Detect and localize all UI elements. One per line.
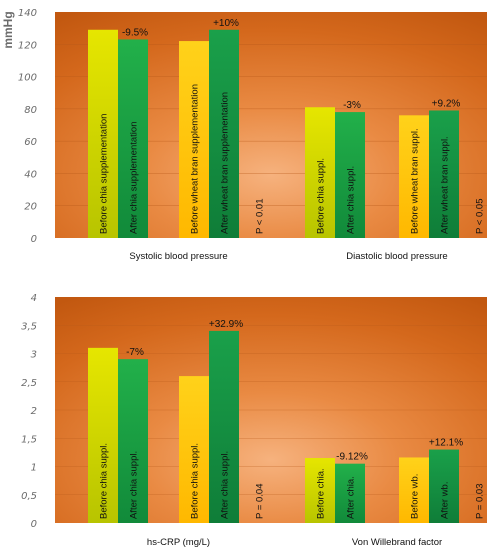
bar — [429, 449, 459, 523]
y-tick-label: 20 — [24, 202, 37, 213]
bar-label: After chia suppl. — [220, 451, 231, 519]
y-axis-label: mmHg — [1, 11, 15, 48]
bar-label: Before chia supplementation — [99, 114, 110, 234]
bar-label: After wb. — [440, 482, 451, 520]
y-tick-label: 1,5 — [21, 434, 37, 445]
bar — [88, 29, 118, 239]
bar — [179, 376, 209, 523]
y-tick-label: 120 — [18, 40, 37, 51]
chart-panel-2: 0 0,5 1 1,5 2 2,5 3 3,5 4 Before chia suppl. After… — [21, 293, 487, 548]
y-tick-label: 80 — [24, 105, 37, 116]
bar-label: Before wheat bran supplementation — [190, 84, 201, 234]
bar-group: Before chia suppl. After chia suppl. -3% Be… — [305, 98, 486, 262]
percent-change-label: +9.2% — [432, 98, 461, 109]
y-tick-label: 1 — [31, 463, 37, 474]
bar-group: Before chia. After chia. -9.12% Before wb. A… — [305, 438, 486, 548]
bar — [335, 463, 365, 523]
category-label: Diastolic blood pressure — [346, 251, 447, 262]
percent-change-label: +12.1% — [429, 438, 463, 449]
bar-label: Before wb. — [410, 474, 421, 519]
bar-label: Before wheat bran suppl. — [410, 128, 421, 234]
bar-label: Before chia suppl. — [190, 443, 201, 519]
percent-change-label: -3% — [343, 100, 361, 111]
y-tick-label: 0 — [31, 519, 37, 530]
bar-label: Before chia suppl. — [99, 443, 110, 519]
y-tick-label: 3,5 — [21, 321, 37, 332]
percent-change-label: -9.12% — [336, 452, 368, 463]
y-tick-label: 40 — [24, 169, 37, 180]
y-tick-label: 60 — [24, 137, 37, 148]
category-label: Von Willebrand factor — [352, 537, 442, 548]
p-value-label: P = 0.04 — [255, 484, 266, 519]
bar-group: Before chia supplementation After chia su… — [88, 18, 266, 262]
bar — [118, 39, 148, 238]
bar — [88, 347, 118, 523]
bar — [429, 110, 459, 238]
bar-label: After wheat bran suppl. — [440, 136, 451, 234]
bar-group: Before chia suppl. After chia suppl. -7% Be… — [88, 319, 266, 548]
bar — [305, 107, 335, 238]
y-tick-label: 2,5 — [21, 378, 37, 389]
y-tick-label: 4 — [31, 293, 37, 304]
p-value-label: P = 0.03 — [475, 484, 486, 519]
bar — [209, 330, 239, 523]
percent-change-label: -7% — [126, 347, 144, 358]
y-tick-label: 100 — [18, 73, 37, 84]
y-tick-label: 140 — [18, 8, 37, 19]
bar — [209, 29, 239, 239]
y-tick-label: 3 — [31, 350, 37, 361]
y-tick-label: 0,5 — [21, 491, 37, 502]
bar-label: Before chia suppl. — [316, 158, 327, 234]
bar-label: After chia suppl. — [346, 166, 357, 234]
bar — [179, 41, 209, 238]
y-tick-label: 2 — [31, 406, 37, 417]
bar-label: After chia. — [346, 476, 357, 519]
percent-change-label: +10% — [213, 18, 239, 29]
p-value-label: P < 0.01 — [255, 199, 266, 234]
y-tick-label: 0 — [31, 234, 37, 245]
bar — [305, 458, 335, 523]
bar — [399, 115, 429, 238]
category-label: hs-CRP (mg/L) — [147, 537, 210, 548]
bar — [335, 112, 365, 238]
bar-label: After chia supplementation — [129, 122, 140, 234]
percent-change-label: -9.5% — [122, 27, 148, 38]
bar — [118, 359, 148, 523]
percent-change-label: +32.9% — [209, 319, 243, 330]
bar-label: After wheat bran supplementation — [220, 92, 231, 234]
bar — [399, 457, 429, 523]
bar-label: Before chia. — [316, 468, 327, 519]
bar-label: After chia suppl. — [129, 451, 140, 519]
p-value-label: P < 0.05 — [475, 199, 486, 234]
category-label: Systolic blood pressure — [129, 251, 227, 262]
